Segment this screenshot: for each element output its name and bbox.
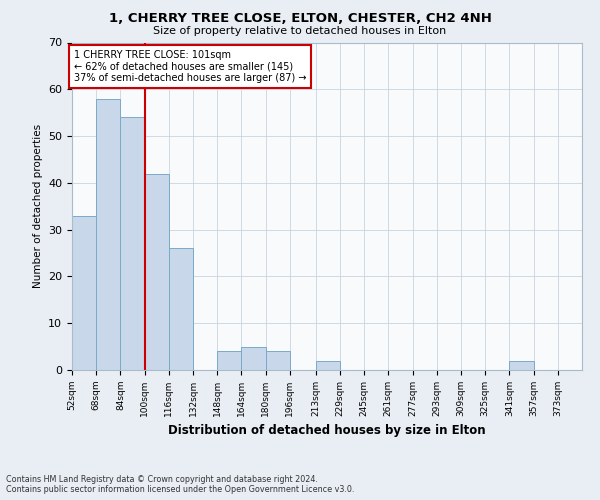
Bar — [96, 98, 121, 370]
Bar — [316, 360, 340, 370]
Bar — [145, 174, 169, 370]
Bar — [72, 216, 96, 370]
Text: 1, CHERRY TREE CLOSE, ELTON, CHESTER, CH2 4NH: 1, CHERRY TREE CLOSE, ELTON, CHESTER, CH… — [109, 12, 491, 26]
Bar — [217, 352, 241, 370]
Bar — [169, 248, 193, 370]
Text: Contains HM Land Registry data © Crown copyright and database right 2024.
Contai: Contains HM Land Registry data © Crown c… — [6, 474, 355, 494]
Text: 1 CHERRY TREE CLOSE: 101sqm
← 62% of detached houses are smaller (145)
37% of se: 1 CHERRY TREE CLOSE: 101sqm ← 62% of det… — [74, 50, 306, 82]
Bar — [241, 346, 266, 370]
Y-axis label: Number of detached properties: Number of detached properties — [32, 124, 43, 288]
Bar — [121, 118, 145, 370]
Bar — [266, 352, 290, 370]
Text: Size of property relative to detached houses in Elton: Size of property relative to detached ho… — [154, 26, 446, 36]
Bar — [509, 360, 533, 370]
X-axis label: Distribution of detached houses by size in Elton: Distribution of detached houses by size … — [168, 424, 486, 438]
